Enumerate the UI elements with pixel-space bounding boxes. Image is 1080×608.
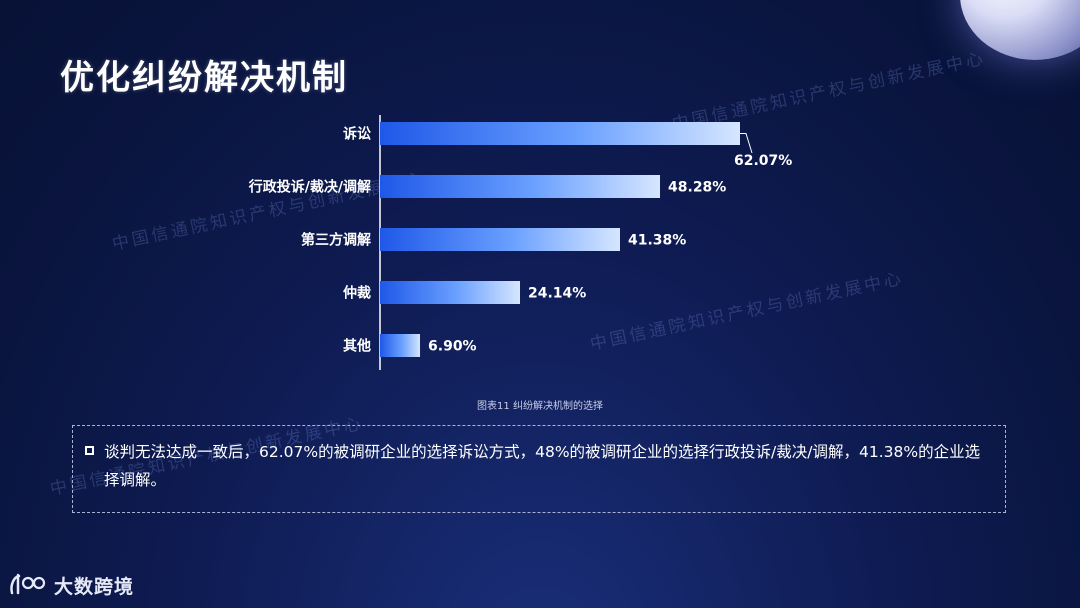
brand-logo: 大数跨境 [8,571,134,599]
value-label: 48.28% [668,180,726,196]
value-label: 41.38% [628,233,686,249]
category-label: 其他 [343,338,371,355]
summary-text: 谈判无法达成一致后，62.07%的被调研企业的选择诉讼方式，48%的被调研企业的… [104,443,981,489]
category-label: 仲裁 [343,285,371,302]
summary-note: 谈判无法达成一致后，62.07%的被调研企业的选择诉讼方式，48%的被调研企业的… [72,425,1006,513]
brand-name: 大数跨境 [54,575,135,598]
value-label: 62.07% [734,153,792,169]
value-label: 6.90% [428,339,477,355]
bar [380,281,521,304]
1688-logo-icon [10,573,46,595]
square-bullet-icon [85,446,94,455]
bar [380,175,661,198]
bar [380,334,421,357]
bar [380,122,740,145]
category-label: 诉讼 [343,126,371,143]
category-label: 第三方调解 [301,232,371,249]
leader-line [740,133,753,154]
category-label: 行政投诉/裁决/调解 [248,179,371,196]
page-title: 优化纠纷解决机制 [60,58,348,98]
bar [380,228,620,251]
chart-caption: 图表11 纠纷解决机制的选择 [477,401,603,412]
value-label: 24.14% [528,286,586,302]
